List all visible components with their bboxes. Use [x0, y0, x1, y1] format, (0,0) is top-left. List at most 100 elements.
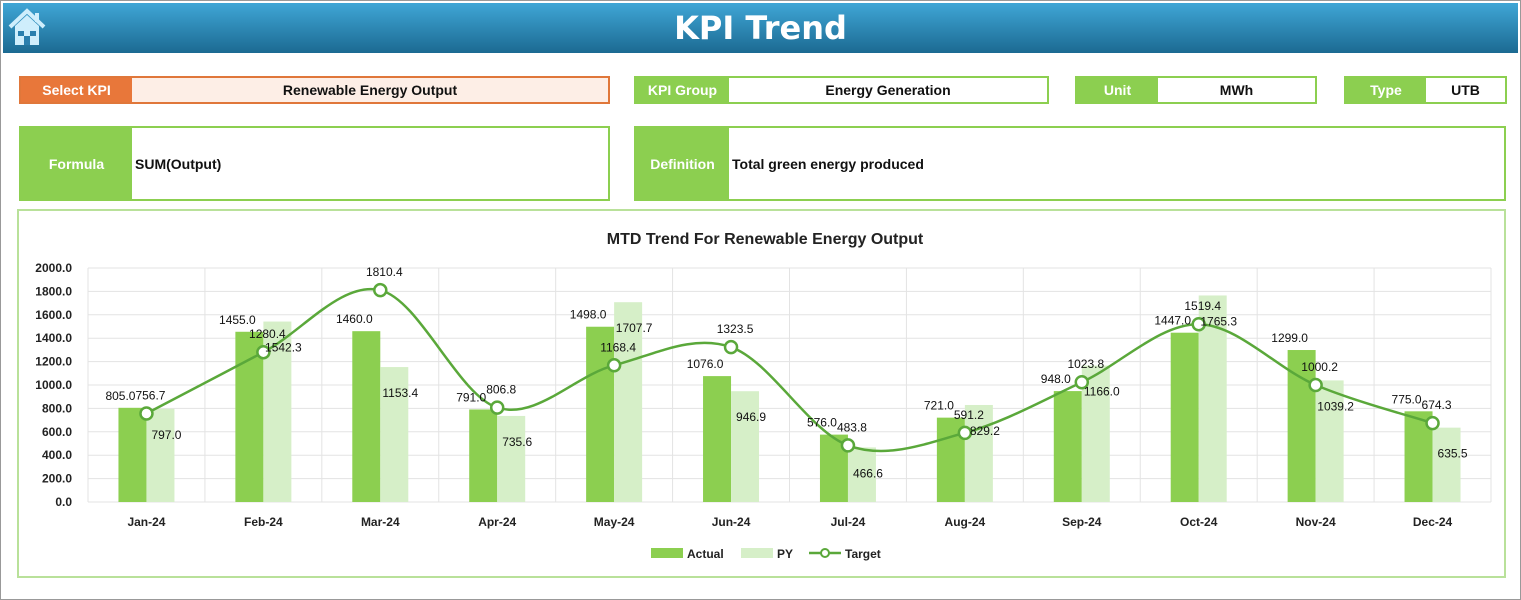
- target-marker: [1074, 374, 1090, 390]
- x-tick-label: Oct-24: [1180, 515, 1218, 529]
- x-tick-label: Aug-24: [945, 515, 986, 529]
- bar-py: [1315, 380, 1344, 502]
- data-label-target: 806.8: [486, 383, 516, 397]
- data-label-target: 483.8: [837, 420, 867, 434]
- target-marker: [1425, 415, 1440, 431]
- legend-actual-swatch: [651, 548, 683, 558]
- x-tick-label: Jun-24: [712, 515, 751, 529]
- data-label-py: 946.9: [736, 410, 766, 424]
- data-label-target: 756.7: [135, 388, 165, 402]
- data-label-py: 1166.0: [1084, 385, 1120, 399]
- data-label-actual: 1076.0: [687, 357, 724, 371]
- target-marker: [373, 282, 388, 298]
- target-marker: [1308, 377, 1323, 393]
- data-label-target: 1023.8: [1067, 357, 1104, 371]
- data-label-target: 674.3: [1422, 398, 1452, 412]
- data-label-actual: 1299.0: [1271, 331, 1308, 345]
- data-label-target: 1810.4: [366, 265, 403, 279]
- data-label-py: 1765.3: [1200, 314, 1237, 328]
- data-label-actual: 791.0: [456, 390, 486, 404]
- x-tick-label: Apr-24: [478, 515, 516, 529]
- data-label-py: 1542.3: [265, 341, 302, 355]
- bar-py: [1081, 365, 1110, 502]
- y-tick-label: 200.0: [42, 472, 72, 486]
- y-tick-label: 400.0: [42, 448, 72, 462]
- data-label-py: 1707.7: [616, 321, 653, 335]
- legend-target-marker: [820, 548, 830, 558]
- home-icon[interactable]: [7, 7, 47, 47]
- bar-py: [497, 415, 526, 502]
- x-tick-label: Jan-24: [127, 515, 165, 529]
- y-tick-label: 1600.0: [35, 308, 72, 322]
- target-marker: [256, 344, 271, 360]
- data-label-actual: 775.0: [1392, 392, 1422, 406]
- bar-py: [847, 447, 876, 502]
- data-label-py: 1153.4: [382, 386, 418, 400]
- x-tick-label: Dec-24: [1413, 515, 1453, 529]
- bar-actual: [469, 409, 498, 502]
- target-marker: [1191, 316, 1206, 332]
- bar-actual: [703, 376, 732, 502]
- data-label-py: 635.5: [1438, 447, 1468, 461]
- type-value: UTB: [1426, 78, 1505, 102]
- select-kpi-label: Select KPI: [21, 78, 132, 102]
- unit-field: Unit MWh: [1075, 76, 1317, 104]
- bar-py: [614, 302, 643, 502]
- formula-value: SUM(Output): [132, 128, 608, 199]
- x-tick-label: Mar-24: [361, 515, 400, 529]
- y-tick-label: 600.0: [42, 425, 72, 439]
- target-marker: [957, 425, 973, 441]
- page-title: KPI Trend: [674, 9, 847, 47]
- legend-target: Target: [845, 547, 881, 561]
- data-label-target: 1000.2: [1301, 360, 1338, 374]
- legend-actual: Actual: [687, 547, 724, 561]
- bar-py: [1432, 427, 1461, 502]
- data-label-py: 1039.2: [1317, 399, 1354, 413]
- definition-value: Total green energy produced: [729, 128, 1504, 199]
- chart-svg: MTD Trend For Renewable Energy Output 0.…: [35, 231, 1492, 561]
- x-tick-label: Nov-24: [1296, 515, 1336, 529]
- bar-actual: [118, 407, 147, 502]
- select-kpi-dropdown[interactable]: Renewable Energy Output: [132, 78, 608, 102]
- data-label-target: 1519.4: [1184, 299, 1221, 313]
- kpi-group-value: Energy Generation: [729, 78, 1047, 102]
- trend-chart: MTD Trend For Renewable Energy Output 0.…: [17, 209, 1506, 578]
- bar-actual: [1053, 391, 1082, 502]
- data-label-actual: 948.0: [1041, 372, 1071, 386]
- formula-label: Formula: [21, 128, 132, 199]
- y-tick-label: 1800.0: [35, 284, 72, 298]
- data-label-actual: 805.0: [105, 389, 135, 403]
- y-tick-label: 1200.0: [35, 355, 72, 369]
- chart-legend: Actual PY Target: [651, 547, 881, 561]
- target-marker: [489, 400, 505, 415]
- unit-value: MWh: [1158, 78, 1315, 102]
- data-label-py: 829.2: [970, 424, 1000, 438]
- legend-py: PY: [777, 547, 793, 561]
- select-kpi-field: Select KPI Renewable Energy Output: [19, 76, 610, 104]
- x-tick-label: Sep-24: [1062, 515, 1102, 529]
- data-label-actual: 1447.0: [1154, 314, 1191, 328]
- target-marker: [840, 438, 856, 453]
- unit-label: Unit: [1077, 78, 1158, 102]
- y-tick-label: 2000.0: [35, 261, 72, 275]
- data-label-target: 591.2: [954, 408, 984, 422]
- data-label-py: 466.6: [853, 466, 883, 480]
- data-label-actual: 1455.0: [219, 313, 256, 327]
- y-tick-label: 0.0: [55, 495, 72, 509]
- data-label-py: 797.0: [151, 428, 181, 442]
- data-label-target: 1168.4: [600, 340, 636, 354]
- x-tick-label: Feb-24: [244, 515, 283, 529]
- chart-title: MTD Trend For Renewable Energy Output: [607, 231, 924, 248]
- kpi-group-label: KPI Group: [636, 78, 729, 102]
- target-marker: [139, 406, 154, 421]
- data-label-actual: 721.0: [924, 399, 954, 413]
- data-label-actual: 576.0: [807, 416, 837, 430]
- x-tick-label: May-24: [594, 515, 635, 529]
- definition-field: Definition Total green energy produced: [634, 126, 1506, 201]
- formula-field: Formula SUM(Output): [19, 126, 610, 201]
- bar-actual: [1287, 350, 1316, 502]
- y-tick-label: 800.0: [42, 401, 72, 415]
- bar-actual: [1170, 332, 1199, 502]
- definition-label: Definition: [636, 128, 729, 199]
- data-label-target: 1280.4: [249, 327, 286, 341]
